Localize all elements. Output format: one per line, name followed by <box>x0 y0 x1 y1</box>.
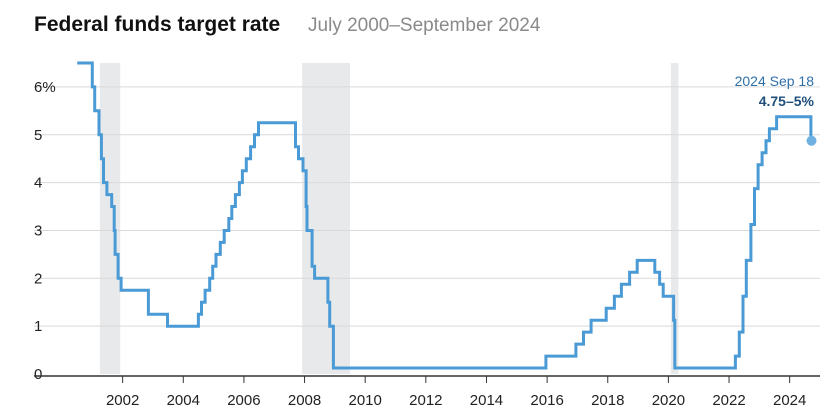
series-line-1 <box>77 61 813 370</box>
axes: 0 1 2 3 4 5 6% 2002 2004 2006 2008 2010 2012 2014 2016… <box>34 79 820 409</box>
y-tick-label-4: 4 <box>34 175 42 192</box>
x-tick-label-2008: 2008 <box>288 392 321 409</box>
y-tick-label-2: 2 <box>34 270 42 287</box>
recession-band-3 <box>670 63 679 374</box>
recession-band-2 <box>302 63 351 374</box>
recession-shading <box>99 63 679 374</box>
x-tick-label-2022: 2022 <box>712 392 745 409</box>
y-tick-label-3: 3 <box>34 222 42 239</box>
series-layer <box>77 61 817 370</box>
annotation-date: 2024 Sep 18 <box>735 73 815 89</box>
chart-subtitle: July 2000–September 2024 <box>308 15 541 36</box>
x-tick-label-2006: 2006 <box>227 392 260 409</box>
x-tick-label-2012: 2012 <box>409 392 442 409</box>
x-tick-label-2016: 2016 <box>530 392 563 409</box>
y-tick-label-6: 6% <box>34 79 56 96</box>
y-tick-label-0: 0 <box>34 366 42 383</box>
x-tick-label-2002: 2002 <box>106 392 139 409</box>
x-tick-label-2018: 2018 <box>591 392 624 409</box>
x-tick-label-2004: 2004 <box>167 392 200 409</box>
annotation: 2024 Sep 18 4.75–5% <box>735 73 815 109</box>
recession-band-1 <box>99 63 121 374</box>
gridlines <box>34 86 820 327</box>
y-tick-label-5: 5 <box>34 127 42 144</box>
y-tick-label-1: 1 <box>34 318 42 335</box>
x-tick-label-2014: 2014 <box>470 392 503 409</box>
endpoint-marker <box>806 135 817 146</box>
x-tick-label-2010: 2010 <box>349 392 382 409</box>
annotation-value: 4.75–5% <box>759 93 815 109</box>
x-tick-label-2024: 2024 <box>773 392 806 409</box>
chart-title: Federal funds target rate <box>34 13 280 36</box>
x-tick-label-2020: 2020 <box>652 392 685 409</box>
